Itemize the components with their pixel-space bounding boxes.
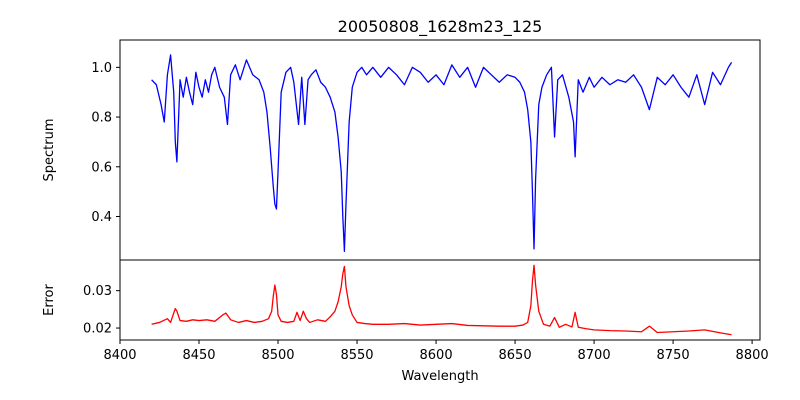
error-panel: 0.02 0.03 8400 8450 8500 8550 8600 8650 8700 875… (42, 259, 769, 384)
x-tick-label: 8500 (261, 348, 294, 363)
spectrum-y-ticks: 0.4 0.6 0.8 1.0 (91, 61, 120, 225)
spectrum-y-tick-label: 1.0 (91, 61, 112, 76)
error-y-tick-label: 0.03 (83, 284, 112, 299)
chart-title: 20050808_1628m23_125 (338, 17, 543, 37)
x-tick-label: 8700 (578, 348, 611, 363)
spectrum-series-line (151, 54, 733, 252)
x-tick-label: 8550 (340, 348, 373, 363)
spectrum-y-tick-label: 0.6 (91, 160, 112, 175)
x-tick-label: 8750 (657, 348, 690, 363)
x-axis-label: Wavelength (401, 369, 478, 384)
error-series-line (151, 264, 732, 336)
error-y-axis-label: Error (42, 284, 57, 316)
x-tick-label: 8800 (736, 348, 769, 363)
x-tick-label: 8400 (103, 348, 136, 363)
spectrum-y-axis-label: Spectrum (42, 119, 57, 182)
error-y-tick-label: 0.02 (83, 322, 112, 337)
spectrum-y-tick-label: 0.8 (91, 111, 112, 126)
spectrum-y-tick-label: 0.4 (91, 210, 112, 225)
x-tick-label: 8600 (420, 348, 453, 363)
error-axes-frame (119, 259, 761, 341)
spectrum-panel: 0.4 0.6 0.8 1.0 Spectrum (42, 39, 761, 261)
x-tick-label: 8650 (499, 348, 532, 363)
error-y-ticks: 0.02 0.03 (83, 284, 120, 337)
x-axis-ticks: 8400 8450 8500 8550 8600 8650 8700 8750 8800 (103, 340, 769, 363)
x-tick-label: 8450 (182, 348, 215, 363)
